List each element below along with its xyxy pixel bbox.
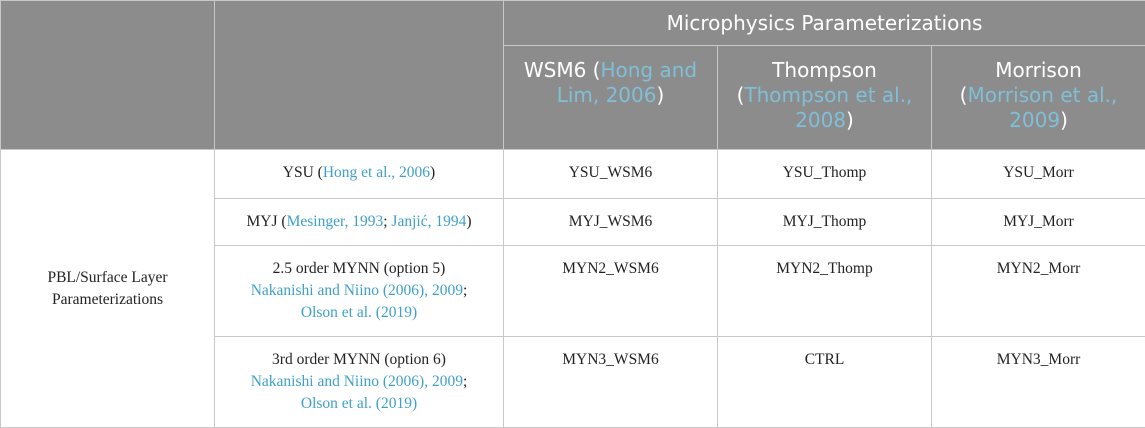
paren: ( xyxy=(314,164,323,181)
header-row-group: Microphysics Parameterizations xyxy=(1,1,1145,46)
column-name: WSM6 xyxy=(524,58,586,82)
value-cell: MYN3_Morr xyxy=(932,337,1145,428)
citation-link[interactable]: Morrison et al., 2009 xyxy=(967,83,1117,132)
microphysics-group-header: Microphysics Parameterizations xyxy=(504,1,1145,46)
header-blank-cell xyxy=(215,1,504,150)
row-group-label: PBL/Surface Layer Parameterizations xyxy=(1,150,215,428)
value-cell: YSU_Morr xyxy=(932,150,1145,199)
citation-link[interactable]: Olson et al. (2019) xyxy=(301,395,417,412)
scheme-name: 2.5 order MYNN (option 5) xyxy=(273,260,446,277)
value-cell: MYN2_Thomp xyxy=(718,246,932,337)
value-cell: MYJ_WSM6 xyxy=(504,199,718,246)
value-cell: MYN3_WSM6 xyxy=(504,337,718,428)
value-cell: MYN2_Morr xyxy=(932,246,1145,337)
paren: ) xyxy=(846,108,854,132)
separator: ; xyxy=(463,282,467,299)
paren: ) xyxy=(430,164,435,181)
citation-link[interactable]: Nakanishi and Niino (2006), 2009 xyxy=(251,373,463,390)
column-header-wsm6: WSM6 (Hong and Lim, 2006) xyxy=(504,46,718,150)
scheme-name: 3rd order MYNN (option 6) xyxy=(272,351,446,368)
scheme-cell: MYJ (Mesinger, 1993; Janjić, 1994) xyxy=(215,199,504,246)
paren: ) xyxy=(466,213,471,230)
column-name: Thompson xyxy=(772,58,877,82)
scheme-cell: 2.5 order MYNN (option 5) Nakanishi and N… xyxy=(215,246,504,337)
value-cell: YSU_Thomp xyxy=(718,150,932,199)
scheme-cell: 3rd order MYNN (option 6) Nakanishi and N… xyxy=(215,337,504,428)
value-cell: CTRL xyxy=(718,337,932,428)
citation-link[interactable]: Thompson et al., 2008 xyxy=(744,83,912,132)
column-header-thompson: Thompson(Thompson et al., 2008) xyxy=(718,46,932,150)
citation-link[interactable]: Mesinger, 1993 xyxy=(287,213,384,230)
paren: ) xyxy=(656,83,664,107)
scheme-name: YSU xyxy=(283,164,314,181)
separator: ; xyxy=(463,373,467,390)
paren: ( xyxy=(278,213,287,230)
table-row: PBL/Surface Layer Parameterizations YSU … xyxy=(1,150,1145,199)
column-name: Morrison xyxy=(995,58,1081,82)
citation-link[interactable]: Janjić, 1994 xyxy=(391,213,466,230)
value-cell: MYJ_Morr xyxy=(932,199,1145,246)
value-cell: YSU_WSM6 xyxy=(504,150,718,199)
citation-link[interactable]: Olson et al. (2019) xyxy=(301,304,417,321)
value-cell: MYN2_WSM6 xyxy=(504,246,718,337)
scheme-name: MYJ xyxy=(247,213,278,230)
citation-link[interactable]: Nakanishi and Niino (2006), 2009 xyxy=(251,282,463,299)
citation-link[interactable]: Hong et al., 2006 xyxy=(323,164,430,181)
paren: ) xyxy=(1060,108,1068,132)
value-cell: MYJ_Thomp xyxy=(718,199,932,246)
header-blank-cell xyxy=(1,1,215,150)
scheme-cell: YSU (Hong et al., 2006) xyxy=(215,150,504,199)
column-header-morrison: Morrison(Morrison et al., 2009) xyxy=(932,46,1145,150)
paren: ( xyxy=(586,58,600,82)
